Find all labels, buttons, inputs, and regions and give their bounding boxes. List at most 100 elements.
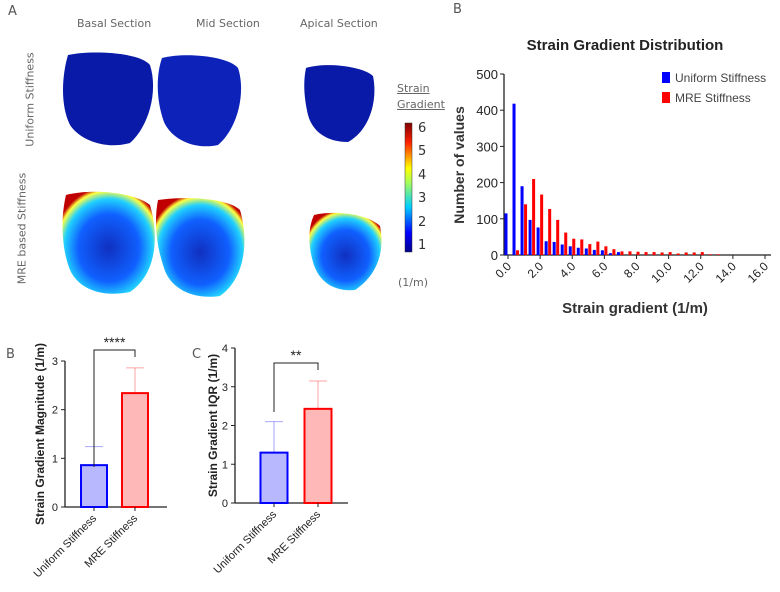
colorbar-tick: 3: [418, 191, 427, 207]
x-axis-label: Strain gradient (1/m): [562, 300, 708, 317]
significance-bracket: [273, 362, 319, 412]
y-axis-label: Strain Gradient Magnitude (1/m): [33, 343, 47, 525]
bar-uniform: [80, 464, 108, 508]
y-tick-label: 100: [476, 212, 498, 227]
bar-uniform: [560, 244, 564, 255]
bar-mre: [668, 252, 672, 255]
bar-uniform: [600, 250, 604, 255]
bar-mre: [572, 238, 576, 255]
y-tick-label: 1: [52, 453, 58, 465]
bar-mre: [628, 251, 632, 255]
colorbar-tick: 5: [418, 144, 427, 160]
y-tick-label: 3: [52, 356, 58, 368]
bar-mre: [596, 241, 600, 255]
y-tick-label: 2: [52, 405, 58, 417]
bar-mre: [620, 251, 624, 255]
bar-mre: [524, 204, 528, 255]
bar-uniform: [504, 213, 508, 255]
bar-uniform: [592, 249, 596, 255]
colorbar-tick: 2: [418, 214, 427, 230]
bar-mre: [604, 246, 608, 255]
colorbar-unit: (1/m): [398, 276, 429, 289]
y-tick-label: 500: [476, 67, 498, 82]
bar-mre: [700, 252, 704, 255]
bar-mre: [121, 392, 149, 508]
bar-mre: [303, 407, 333, 504]
x-tick-label: 12.0: [680, 259, 707, 286]
significance-stars: ****: [104, 334, 126, 350]
bar-uniform: [568, 246, 572, 255]
bar-mre: [556, 219, 560, 255]
bar-mre: [708, 254, 712, 255]
map-mre-mid: [156, 198, 245, 297]
bar-mre: [692, 252, 696, 255]
y-tick-label: 300: [476, 139, 498, 154]
legend-label: MRE Stiffness: [675, 91, 751, 105]
panel-label-b-top: B: [453, 2, 462, 17]
y-tick-label: 1: [222, 459, 228, 471]
colorbar-title-2: Gradient: [397, 98, 445, 111]
bar-mre: [676, 253, 680, 255]
histogram-chart: Strain Gradient Distribution 0 100 200 300 40…: [451, 37, 772, 317]
chart-title: Strain Gradient Distribution: [527, 37, 724, 54]
y-tick-label: 0: [222, 498, 228, 510]
bar-mre: [684, 252, 688, 255]
strain-maps: [62, 52, 413, 297]
bar-mre: [532, 178, 536, 255]
colorbar-title-1: Strain: [397, 82, 430, 95]
bar-mre: [644, 252, 648, 255]
bar-mre: [516, 250, 520, 255]
bar-mre: [588, 244, 592, 255]
bar-mre: [564, 232, 568, 255]
column-label-apical: Apical Section: [300, 17, 378, 30]
colorbar-tick: 4: [418, 167, 427, 183]
bar-uniform: [544, 241, 548, 255]
bar-mre: [652, 252, 656, 255]
significance-stars: **: [291, 347, 302, 363]
column-label-basal: Basal Section: [77, 17, 152, 30]
panel-label-a: A: [8, 4, 17, 19]
bar-uniform: [616, 252, 620, 255]
map-uniform-mid: [157, 55, 242, 147]
column-label-mid: Mid Section: [196, 17, 260, 30]
bar-mre: [716, 254, 720, 255]
colorbar-ticks: 6 5 4 3 2 1: [418, 117, 426, 257]
y-tick-label: 400: [476, 103, 498, 118]
y-tick-label: 0: [52, 502, 58, 514]
y-tick-label: 0: [491, 248, 498, 263]
map-uniform-apical: [304, 65, 375, 142]
y-tick-label: 4: [222, 343, 228, 355]
colorbar-title: Strain Gradient: [397, 81, 445, 113]
colorbar-tick: 6: [418, 121, 427, 136]
map-uniform-basal: [63, 52, 154, 146]
y-axis-label: Strain Gradient IQR (1/m): [206, 354, 220, 497]
bar-uniform: [528, 219, 532, 255]
x-tick-label: 2.0: [525, 259, 547, 281]
bar-uniform: [536, 227, 540, 255]
x-tick-label: Uniform Stiffness: [212, 508, 280, 576]
colorbar: [404, 122, 413, 253]
bar-uniform: [259, 451, 289, 504]
x-tick-label: 4.0: [557, 259, 579, 281]
panel-label-c: C: [192, 347, 202, 362]
bar-uniform: [608, 253, 612, 255]
map-mre-basal: [62, 191, 155, 294]
x-tick-label: 10.0: [648, 259, 675, 286]
x-tick-label: 6.0: [589, 259, 611, 281]
significance-bracket: [93, 349, 136, 467]
bar-uniform: [520, 186, 524, 255]
legend-label: Uniform Stiffness: [675, 71, 766, 85]
panel-label-b: B: [6, 347, 15, 362]
bar-mre: [540, 194, 544, 255]
x-tick-label: 16.0: [745, 259, 772, 286]
bar-mre: [612, 249, 616, 255]
bar-mre: [548, 209, 552, 255]
legend-swatch: [662, 72, 670, 83]
bar-mre: [580, 239, 584, 255]
y-tick-label: 200: [476, 176, 498, 191]
y-axis-label: Number of values: [451, 106, 467, 224]
y-tick-label: 2: [222, 421, 228, 433]
x-tick-label: 8.0: [621, 259, 643, 281]
